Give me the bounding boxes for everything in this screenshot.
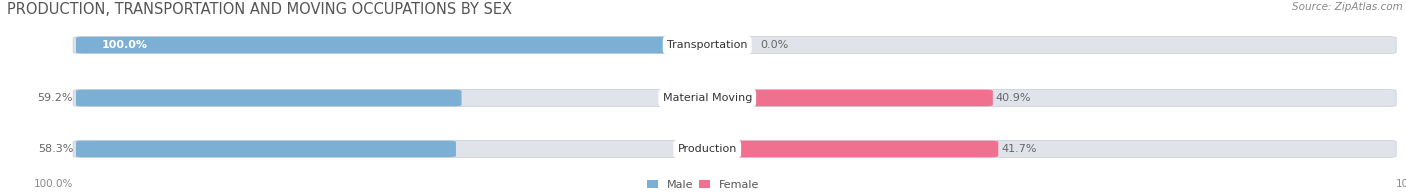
Text: 59.2%: 59.2% — [38, 93, 73, 103]
FancyBboxPatch shape — [699, 90, 993, 106]
Text: Transportation: Transportation — [666, 40, 748, 50]
Text: 40.9%: 40.9% — [995, 93, 1031, 103]
FancyBboxPatch shape — [73, 36, 1396, 54]
Text: 58.3%: 58.3% — [38, 144, 73, 154]
FancyBboxPatch shape — [699, 141, 998, 157]
Text: Production: Production — [678, 144, 737, 154]
Legend: Male, Female: Male, Female — [643, 175, 763, 194]
Text: 0.0%: 0.0% — [761, 40, 789, 50]
Text: Material Moving: Material Moving — [662, 93, 752, 103]
Text: 100.0%: 100.0% — [34, 179, 73, 189]
FancyBboxPatch shape — [73, 89, 1396, 107]
FancyBboxPatch shape — [76, 90, 461, 106]
FancyBboxPatch shape — [76, 37, 716, 53]
Text: 41.7%: 41.7% — [1001, 144, 1036, 154]
FancyBboxPatch shape — [76, 141, 456, 157]
Text: 100.0%: 100.0% — [1396, 179, 1406, 189]
Text: Source: ZipAtlas.com: Source: ZipAtlas.com — [1292, 2, 1403, 12]
Text: PRODUCTION, TRANSPORTATION AND MOVING OCCUPATIONS BY SEX: PRODUCTION, TRANSPORTATION AND MOVING OC… — [7, 2, 512, 17]
FancyBboxPatch shape — [73, 140, 1396, 158]
Text: 100.0%: 100.0% — [101, 40, 148, 50]
